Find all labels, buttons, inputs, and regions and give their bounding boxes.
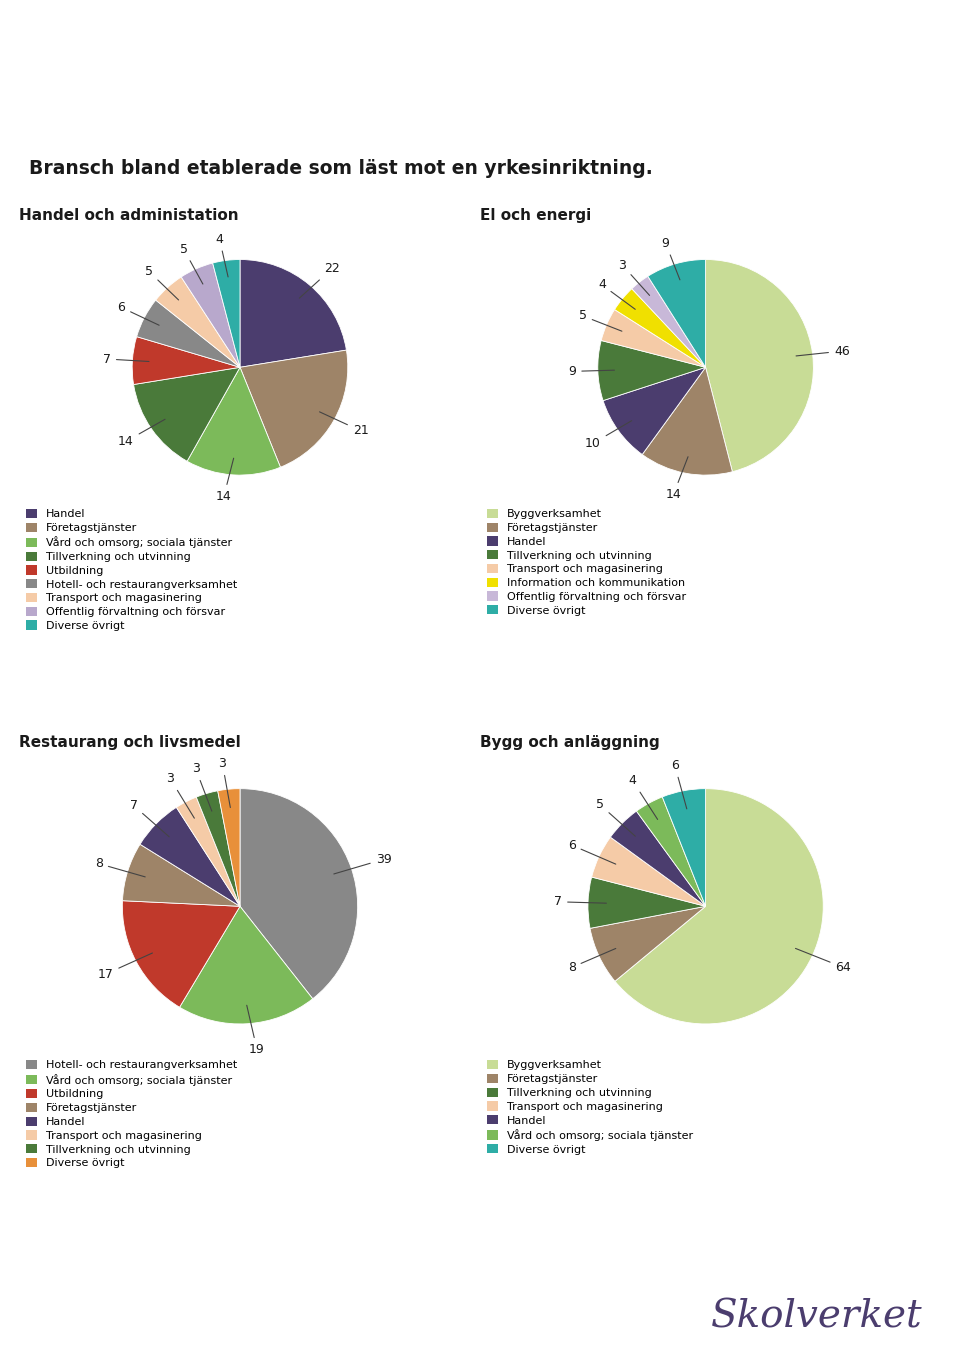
Wedge shape xyxy=(240,260,347,368)
Text: 8: 8 xyxy=(567,948,615,974)
Text: 10: 10 xyxy=(585,421,632,450)
Text: 7: 7 xyxy=(130,799,169,837)
Text: 6: 6 xyxy=(671,759,686,808)
Wedge shape xyxy=(601,309,706,368)
Text: 5: 5 xyxy=(145,265,179,300)
Text: 22: 22 xyxy=(300,263,340,298)
Text: 7: 7 xyxy=(103,353,149,365)
Wedge shape xyxy=(706,260,813,472)
Text: 19: 19 xyxy=(247,1005,265,1056)
Wedge shape xyxy=(132,337,240,384)
Wedge shape xyxy=(133,368,240,461)
Wedge shape xyxy=(240,350,348,468)
Text: Handel och administation: Handel och administation xyxy=(19,208,239,223)
Text: 3: 3 xyxy=(219,757,230,807)
Text: 14: 14 xyxy=(216,458,233,503)
Wedge shape xyxy=(180,906,313,1023)
Text: 7: 7 xyxy=(554,895,607,908)
Text: Bygg och anläggning: Bygg och anläggning xyxy=(480,735,660,750)
Text: 9: 9 xyxy=(661,237,680,280)
Wedge shape xyxy=(240,788,358,999)
Text: El och energi: El och energi xyxy=(480,208,591,223)
Wedge shape xyxy=(181,263,240,368)
Legend: Handel, Företagstjänster, Vård och omsorg; sociala tjänster, Tillverkning och ut: Handel, Företagstjänster, Vård och omsor… xyxy=(25,508,238,632)
Text: 17: 17 xyxy=(98,953,153,981)
Text: 5: 5 xyxy=(180,242,203,285)
Text: Restaurang och livsmedel: Restaurang och livsmedel xyxy=(19,735,241,750)
Wedge shape xyxy=(588,877,706,929)
Wedge shape xyxy=(603,368,706,454)
Wedge shape xyxy=(213,260,240,368)
Text: 14: 14 xyxy=(118,419,165,447)
Wedge shape xyxy=(177,798,240,906)
Text: 6: 6 xyxy=(117,301,159,326)
Wedge shape xyxy=(136,300,240,368)
Text: 46: 46 xyxy=(796,345,850,357)
Wedge shape xyxy=(122,900,240,1007)
Wedge shape xyxy=(636,798,706,906)
Wedge shape xyxy=(598,341,706,401)
Text: Bransch bland etablerade som läst mot en yrkesinriktning.: Bransch bland etablerade som läst mot en… xyxy=(29,159,653,178)
Text: 8: 8 xyxy=(95,858,145,877)
Text: 5: 5 xyxy=(596,799,636,836)
Wedge shape xyxy=(632,276,706,368)
Wedge shape xyxy=(662,788,706,906)
Wedge shape xyxy=(614,289,706,368)
Text: 6: 6 xyxy=(568,839,615,865)
Wedge shape xyxy=(611,811,706,906)
Text: 4: 4 xyxy=(216,233,228,276)
Wedge shape xyxy=(218,788,240,906)
Wedge shape xyxy=(590,906,706,981)
Text: 5: 5 xyxy=(579,309,622,331)
Legend: Byggverksamhet, Företagstjänster, Handel, Tillverkning och utvinning, Transport : Byggverksamhet, Företagstjänster, Handel… xyxy=(486,508,687,617)
Text: 3: 3 xyxy=(166,772,194,818)
Text: 4: 4 xyxy=(598,278,636,309)
Wedge shape xyxy=(642,368,732,475)
Legend: Byggverksamhet, Företagstjänster, Tillverkning och utvinning, Transport och maga: Byggverksamhet, Företagstjänster, Tillve… xyxy=(486,1059,694,1156)
Wedge shape xyxy=(648,260,706,368)
Text: 39: 39 xyxy=(334,852,392,874)
Wedge shape xyxy=(615,788,824,1023)
Text: KOMVUX: KOMVUX xyxy=(839,73,908,86)
Text: 9: 9 xyxy=(568,365,614,378)
Wedge shape xyxy=(140,807,240,906)
Text: 4: 4 xyxy=(629,774,658,819)
Text: 14: 14 xyxy=(665,457,688,501)
Wedge shape xyxy=(591,837,706,906)
Wedge shape xyxy=(123,844,240,906)
Text: 64: 64 xyxy=(796,948,852,974)
Text: 3: 3 xyxy=(192,762,212,811)
Text: Kommunal vuxenutbildning: Kommunal vuxenutbildning xyxy=(19,68,471,97)
Text: Skolverket: Skolverket xyxy=(710,1298,923,1335)
Wedge shape xyxy=(156,276,240,368)
Wedge shape xyxy=(196,791,240,906)
Legend: Hotell- och restaurangverksamhet, Vård och omsorg; sociala tjänster, Utbildning,: Hotell- och restaurangverksamhet, Vård o… xyxy=(25,1059,238,1170)
Text: Yrkesinriktningar efter avslutad: Yrkesinriktningar efter avslutad xyxy=(19,31,252,47)
Text: 21: 21 xyxy=(320,412,369,438)
Text: 3: 3 xyxy=(618,259,650,295)
Wedge shape xyxy=(187,368,280,475)
